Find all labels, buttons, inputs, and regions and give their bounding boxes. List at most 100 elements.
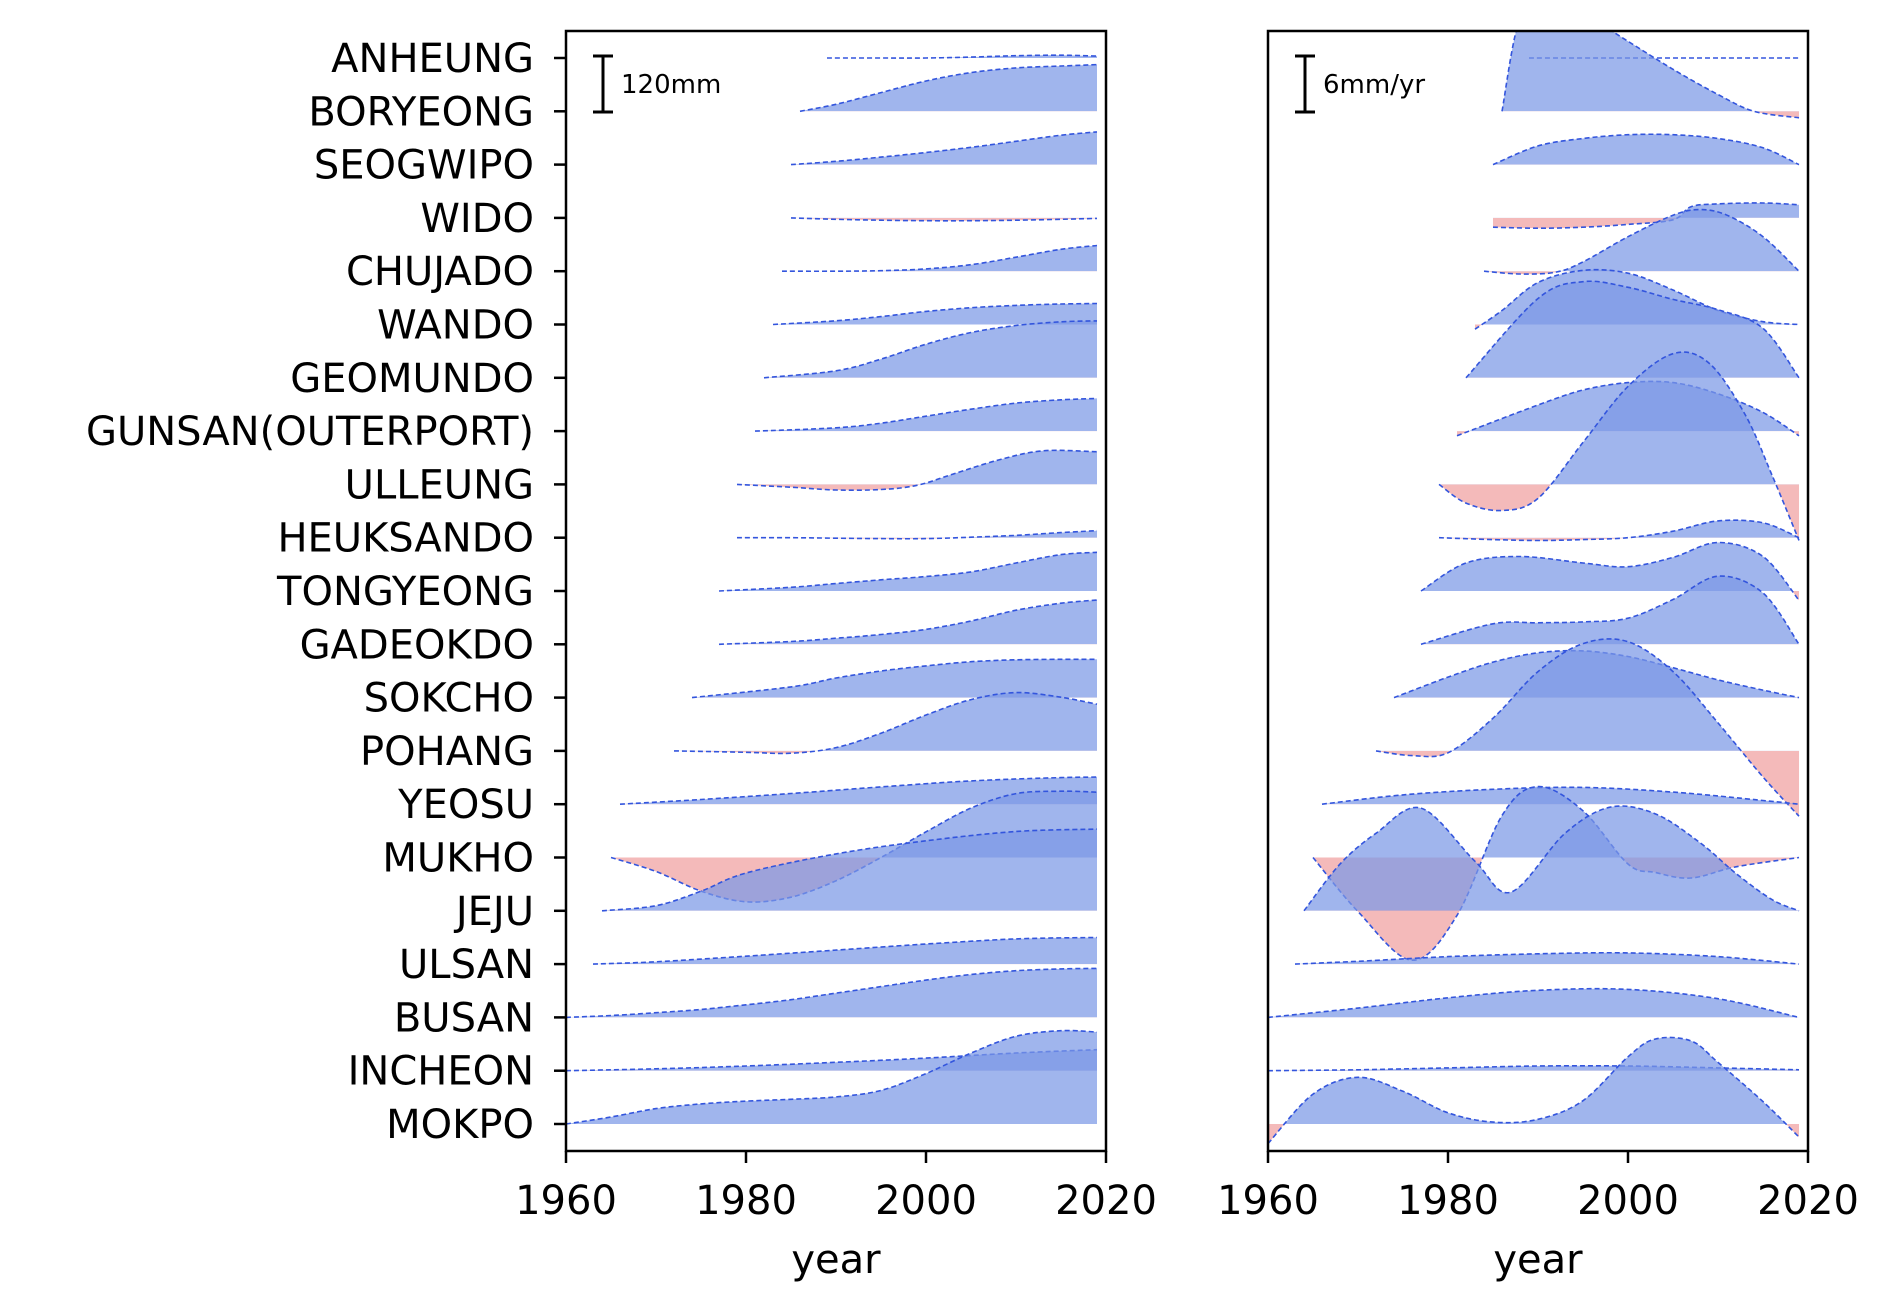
area-positive-rate-ulleung <box>1551 352 1776 485</box>
area-positive-cumulative-gadeokdo <box>719 600 1097 645</box>
curve-cumulative-gunsan-outerport <box>754 397 1098 432</box>
area-negative-cumulative-ulsan <box>593 964 1097 965</box>
curve-cumulative-anheung <box>826 54 1098 59</box>
curve-cumulative-boryeong <box>799 63 1098 113</box>
curve-rate-mokpo <box>1268 1036 1800 1145</box>
series-cumulative-tongyeong <box>718 551 1098 592</box>
series-cumulative-mokpo <box>566 1029 1098 1125</box>
series-cumulative-chujado <box>781 244 1098 273</box>
curve-rate-gadeokdo <box>1420 575 1800 646</box>
curve-rate-busan <box>1268 987 1800 1019</box>
series-rate-busan <box>1268 987 1800 1019</box>
area-positive-cumulative-seogwipo <box>791 131 1097 165</box>
area-positive-cumulative-gunsan-outerport <box>755 398 1097 432</box>
curve-rate-jeju <box>1303 805 1800 912</box>
cumulative-xtick-label-2000: 2000 <box>875 1178 977 1224</box>
rate-xtick-label-2020: 2020 <box>1757 1178 1859 1224</box>
series-cumulative-wido <box>790 217 1098 222</box>
station-label-gadeokdo: GADEOKDO <box>300 622 534 668</box>
series-rate-geomundo <box>1465 280 1800 379</box>
area-positive-rate-chujado <box>1560 209 1799 272</box>
series-cumulative-gunsan-outerport <box>754 397 1098 432</box>
station-label-mokpo: MOKPO <box>386 1102 534 1148</box>
area-positive-cumulative-chujado <box>836 245 1097 272</box>
area-positive-cumulative-yeosu <box>620 777 1097 805</box>
curve-rate-yeosu <box>1321 786 1800 805</box>
curve-cumulative-mokpo <box>566 1029 1098 1125</box>
curve-cumulative-wando <box>772 302 1098 326</box>
curve-cumulative-ulleung <box>736 449 1098 492</box>
series-cumulative-yeosu <box>619 776 1098 805</box>
curve-rate-boryeong <box>1501 31 1800 119</box>
curve-rate-chujado <box>1483 208 1800 275</box>
area-positive-rate-jeju <box>1304 805 1799 911</box>
series-cumulative-sokcho <box>691 658 1097 699</box>
series-cumulative-ulleung <box>736 449 1098 492</box>
area-positive-cumulative-ulsan <box>593 937 1097 965</box>
curve-cumulative-tongyeong <box>718 551 1098 592</box>
area-positive-rate-gadeokdo <box>1421 576 1799 645</box>
area-positive-rate-pohang <box>1376 638 1799 751</box>
curve-rate-tongyeong <box>1420 541 1800 601</box>
station-label-wido: WIDO <box>420 196 534 242</box>
area-positive-cumulative-wando <box>773 303 1097 325</box>
series-cumulative-jeju <box>601 828 1098 912</box>
series-rate-ulsan <box>1294 951 1800 965</box>
station-labels: ANHEUNG BORYEONG SEOGWIPO WIDO CHUJADO WANDO G… <box>86 36 534 1148</box>
rate-xtick-label-2000: 2000 <box>1577 1178 1679 1224</box>
panel-rate: 1960 1980 2000 2020 year 6mm/yr <box>1217 29 1859 1283</box>
curve-cumulative-sokcho <box>691 658 1097 699</box>
curve-cumulative-wido <box>790 217 1098 222</box>
series-rate-jeju <box>1303 805 1800 912</box>
series-rate-tongyeong <box>1420 541 1800 601</box>
area-positive-cumulative-geomundo <box>764 320 1097 378</box>
area-positive-rate-busan <box>1268 988 1799 1018</box>
curve-rate-wando <box>1474 268 1800 330</box>
area-negative-cumulative-wido <box>791 217 1097 221</box>
area-negative-cumulative-gadeokdo <box>719 644 1097 645</box>
curve-cumulative-chujado <box>781 244 1098 273</box>
area-negative-rate-pohang <box>1376 750 1799 817</box>
curve-cumulative-mukho <box>610 790 1098 903</box>
series-rate-pohang <box>1375 638 1800 817</box>
cumulative-xtick-label-1960: 1960 <box>515 1178 617 1224</box>
curve-rate-ulleung <box>1438 351 1800 541</box>
curve-rate-ulsan <box>1294 951 1800 965</box>
panel-rate-xticks: 1960 1980 2000 2020 <box>1217 1151 1859 1224</box>
curve-rate-heuksando <box>1438 519 1800 542</box>
area-positive-rate-ulsan <box>1295 952 1799 965</box>
panel-cumulative-xlabel: year <box>791 1237 881 1283</box>
series-rate-mokpo <box>1268 1036 1800 1145</box>
cumulative-xtick-label-1980: 1980 <box>695 1178 797 1224</box>
area-positive-cumulative-pohang <box>674 692 1097 751</box>
curve-rate-geomundo <box>1465 280 1800 379</box>
series-cumulative-pohang <box>673 691 1098 755</box>
station-label-chujado: CHUJADO <box>346 249 534 295</box>
panel-cumulative-series <box>566 54 1098 1125</box>
station-label-ulsan: ULSAN <box>399 942 534 988</box>
series-rate-ulleung <box>1438 351 1800 541</box>
series-cumulative-busan <box>566 967 1098 1019</box>
area-positive-rate-geomundo <box>1466 281 1799 378</box>
rate-xtick-label-1980: 1980 <box>1397 1178 1499 1224</box>
panel-rate-scale-label: 6mm/yr <box>1323 70 1425 100</box>
cumulative-xtick-label-2020: 2020 <box>1055 1178 1157 1224</box>
station-label-ulleung: ULLEUNG <box>345 462 534 508</box>
panel-cumulative: 1960 1980 2000 2020 year 120mm <box>515 29 1157 1283</box>
panel-rate-scale-bar: 6mm/yr <box>1295 54 1425 114</box>
area-positive-rate-mukho <box>1313 786 1799 858</box>
series-cumulative-seogwipo <box>790 131 1098 166</box>
rate-xtick-label-1960: 1960 <box>1217 1178 1319 1224</box>
panel-rate-frame <box>1266 29 1810 1153</box>
series-rate-heuksando <box>1438 519 1800 542</box>
curve-cumulative-ulsan <box>592 936 1098 965</box>
series-cumulative-wando <box>772 302 1098 326</box>
series-rate-gadeokdo <box>1420 575 1800 646</box>
area-positive-rate-heuksando <box>1439 520 1799 538</box>
area-negative-rate-ulsan <box>1295 964 1799 965</box>
area-positive-cumulative-ulleung <box>920 450 1097 485</box>
curve-cumulative-yeosu <box>619 776 1098 805</box>
station-label-mukho: MUKHO <box>382 836 534 882</box>
area-positive-cumulative-jeju <box>602 829 1097 911</box>
station-label-geomundo: GEOMUNDO <box>290 356 534 402</box>
